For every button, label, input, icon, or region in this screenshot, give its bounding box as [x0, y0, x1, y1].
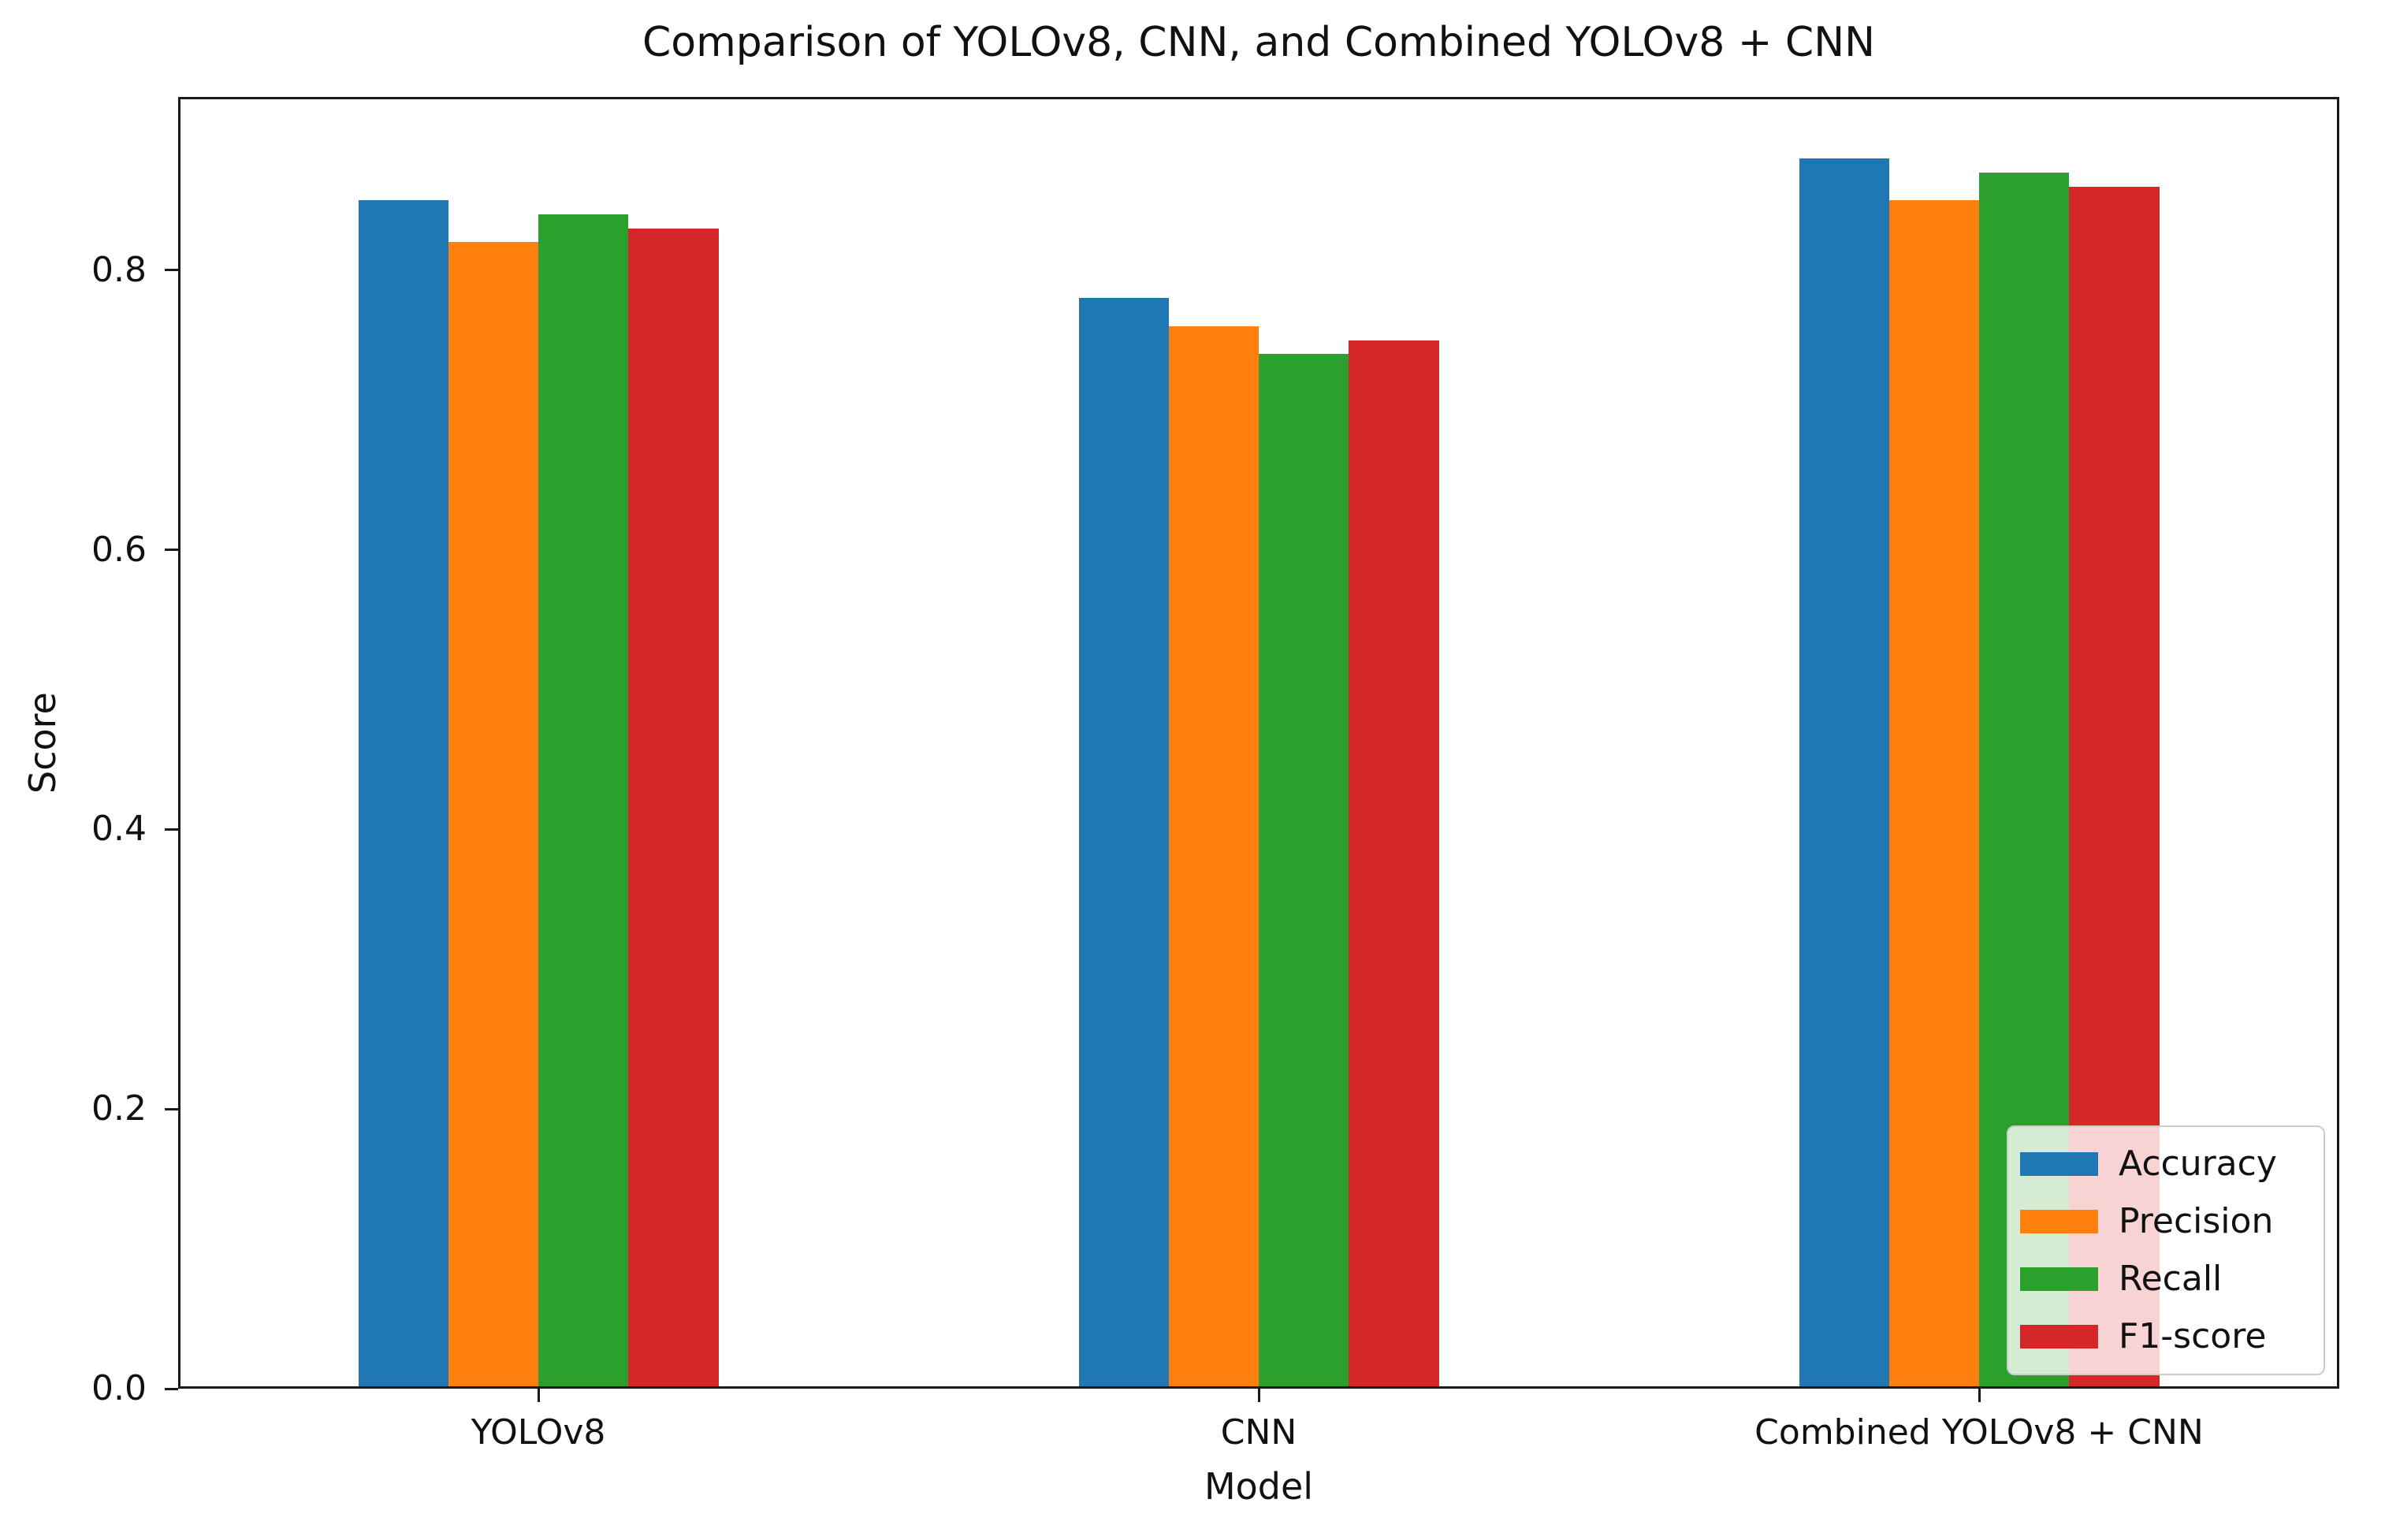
- legend-swatch-precision: [2020, 1209, 2098, 1233]
- legend: Accuracy Precision Recall F1-score: [2007, 1125, 2325, 1375]
- y-tick-label: 0.2: [91, 1088, 147, 1129]
- y-tick-mark: [165, 549, 178, 552]
- y-tick-label: 0.6: [91, 529, 147, 570]
- y-tick-label: 0.8: [91, 249, 147, 290]
- x-tick-label-yolov8: YOLOv8: [471, 1412, 606, 1453]
- y-tick-mark: [165, 1387, 178, 1390]
- y-tick-mark: [165, 269, 178, 272]
- y-tick-label: 0.0: [91, 1368, 147, 1408]
- x-tick-mark: [1257, 1389, 1260, 1402]
- legend-label-recall: Recall: [2119, 1259, 2223, 1299]
- bar-accuracy-combined-yolov8-cnn: [1799, 158, 1889, 1386]
- legend-label-precision: Precision: [2119, 1201, 2274, 1241]
- bar-precision-yolov8: [448, 242, 538, 1386]
- bar-f1-score-yolov8: [628, 228, 719, 1386]
- bar-precision-cnn: [1168, 325, 1259, 1386]
- x-tick-label-combined-yolov8-cnn: Combined YOLOv8 + CNN: [1754, 1412, 2204, 1453]
- y-tick-mark: [165, 1107, 178, 1110]
- legend-label-accuracy: Accuracy: [2119, 1144, 2277, 1184]
- bar-accuracy-yolov8: [358, 200, 448, 1386]
- legend-swatch-f1-score: [2020, 1324, 2098, 1348]
- bar-recall-cnn: [1259, 354, 1349, 1386]
- bar-recall-yolov8: [538, 214, 629, 1386]
- bar-precision-combined-yolov8-cnn: [1888, 200, 1979, 1386]
- x-tick-mark: [1978, 1389, 1981, 1402]
- x-tick-label-cnn: CNN: [1220, 1412, 1297, 1453]
- bar-accuracy-cnn: [1078, 298, 1169, 1386]
- x-tick-mark: [537, 1389, 540, 1402]
- bar-f1-score-cnn: [1349, 340, 1439, 1386]
- legend-label-f1-score: F1-score: [2119, 1316, 2267, 1356]
- legend-item-f1-score: F1-score: [2020, 1308, 2324, 1365]
- chart-title: Comparison of YOLOv8, CNN, and Combined …: [642, 19, 1876, 66]
- x-axis-label: Model: [1204, 1465, 1314, 1508]
- y-tick-mark: [165, 828, 178, 831]
- legend-item-accuracy: Accuracy: [2020, 1135, 2324, 1192]
- legend-item-recall: Recall: [2020, 1250, 2324, 1308]
- legend-item-precision: Precision: [2020, 1192, 2324, 1250]
- legend-swatch-accuracy: [2020, 1151, 2098, 1176]
- y-tick-label: 0.4: [91, 809, 147, 850]
- legend-swatch-recall: [2020, 1267, 2098, 1291]
